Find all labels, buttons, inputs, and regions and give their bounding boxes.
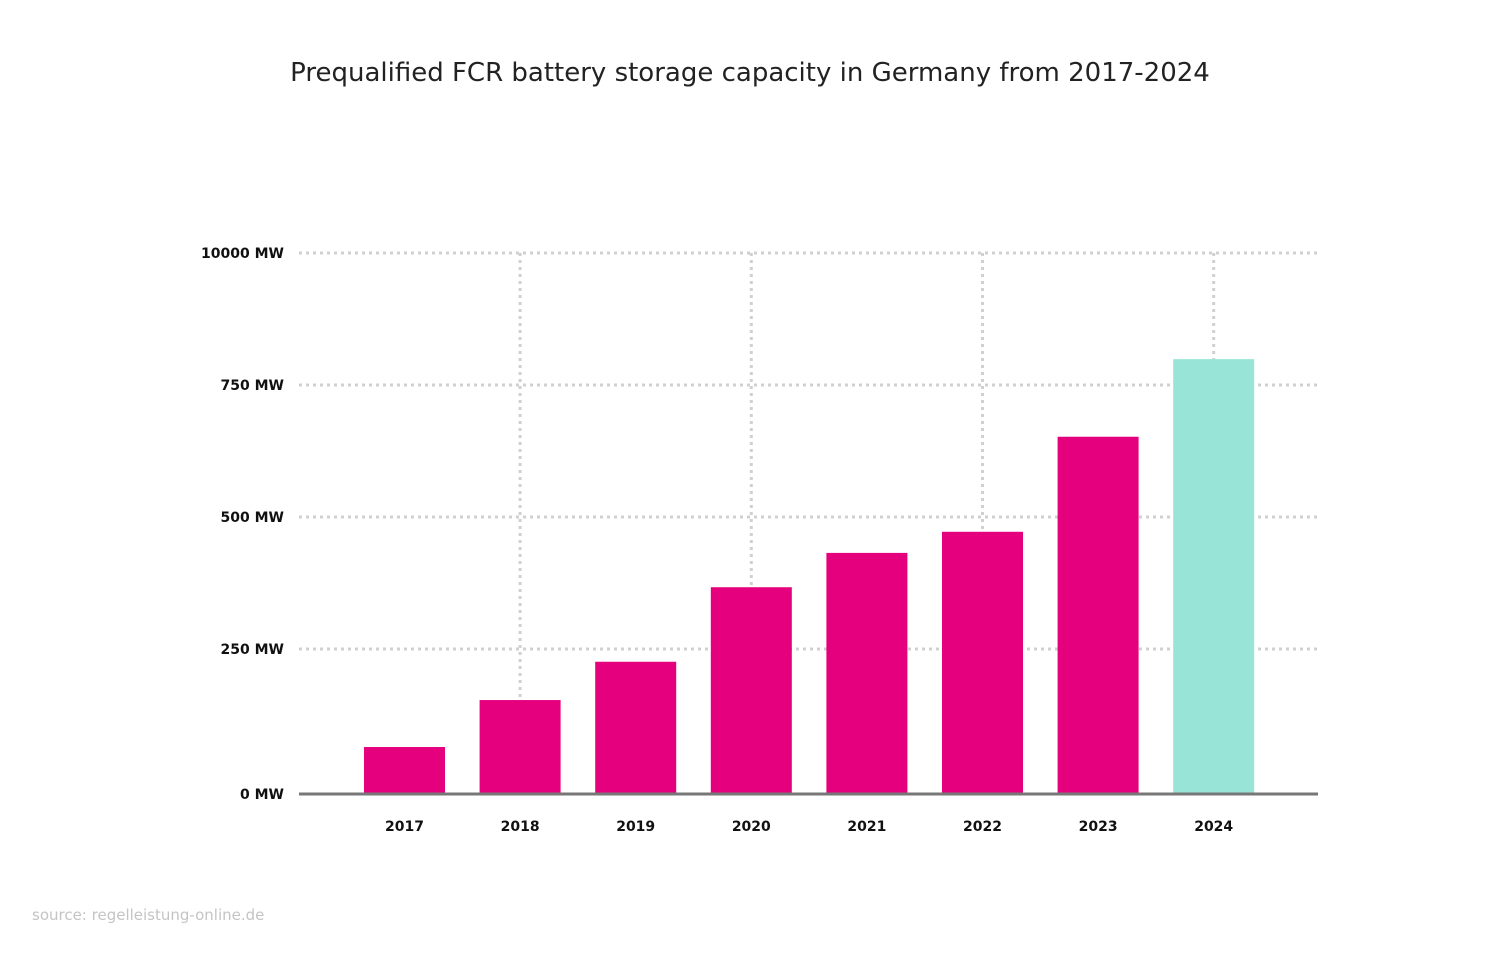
bar-2021 (826, 552, 908, 794)
source-note: source: regelleistung-online.de (32, 906, 265, 924)
chart-title: Prequalified FCR battery storage capacit… (290, 58, 1210, 88)
y-tick-label: 750 MW (221, 378, 284, 394)
x-tick-label: 2022 (963, 819, 1002, 835)
x-tick-label: 2023 (1079, 819, 1118, 835)
bar-2023 (1057, 436, 1139, 794)
bar-2019 (595, 661, 677, 794)
y-tick-label: 500 MW (221, 510, 284, 526)
y-tick-label: 250 MW (221, 642, 284, 658)
y-tick-label: 10000 MW (201, 246, 284, 262)
bar-2020 (710, 587, 792, 794)
y-tick-label: 0 MW (240, 787, 284, 803)
x-tick-label: 2020 (732, 819, 771, 835)
x-tick-label: 2017 (385, 819, 424, 835)
bar-2018 (479, 700, 561, 794)
x-tick-label: 2021 (847, 819, 886, 835)
x-tick-label: 2018 (501, 819, 540, 835)
bar-2024 (1173, 359, 1255, 794)
bar-2017 (364, 747, 445, 794)
x-tick-label: 2019 (616, 819, 655, 835)
bar-2022 (942, 531, 1023, 794)
x-tick-label: 2024 (1194, 819, 1233, 835)
